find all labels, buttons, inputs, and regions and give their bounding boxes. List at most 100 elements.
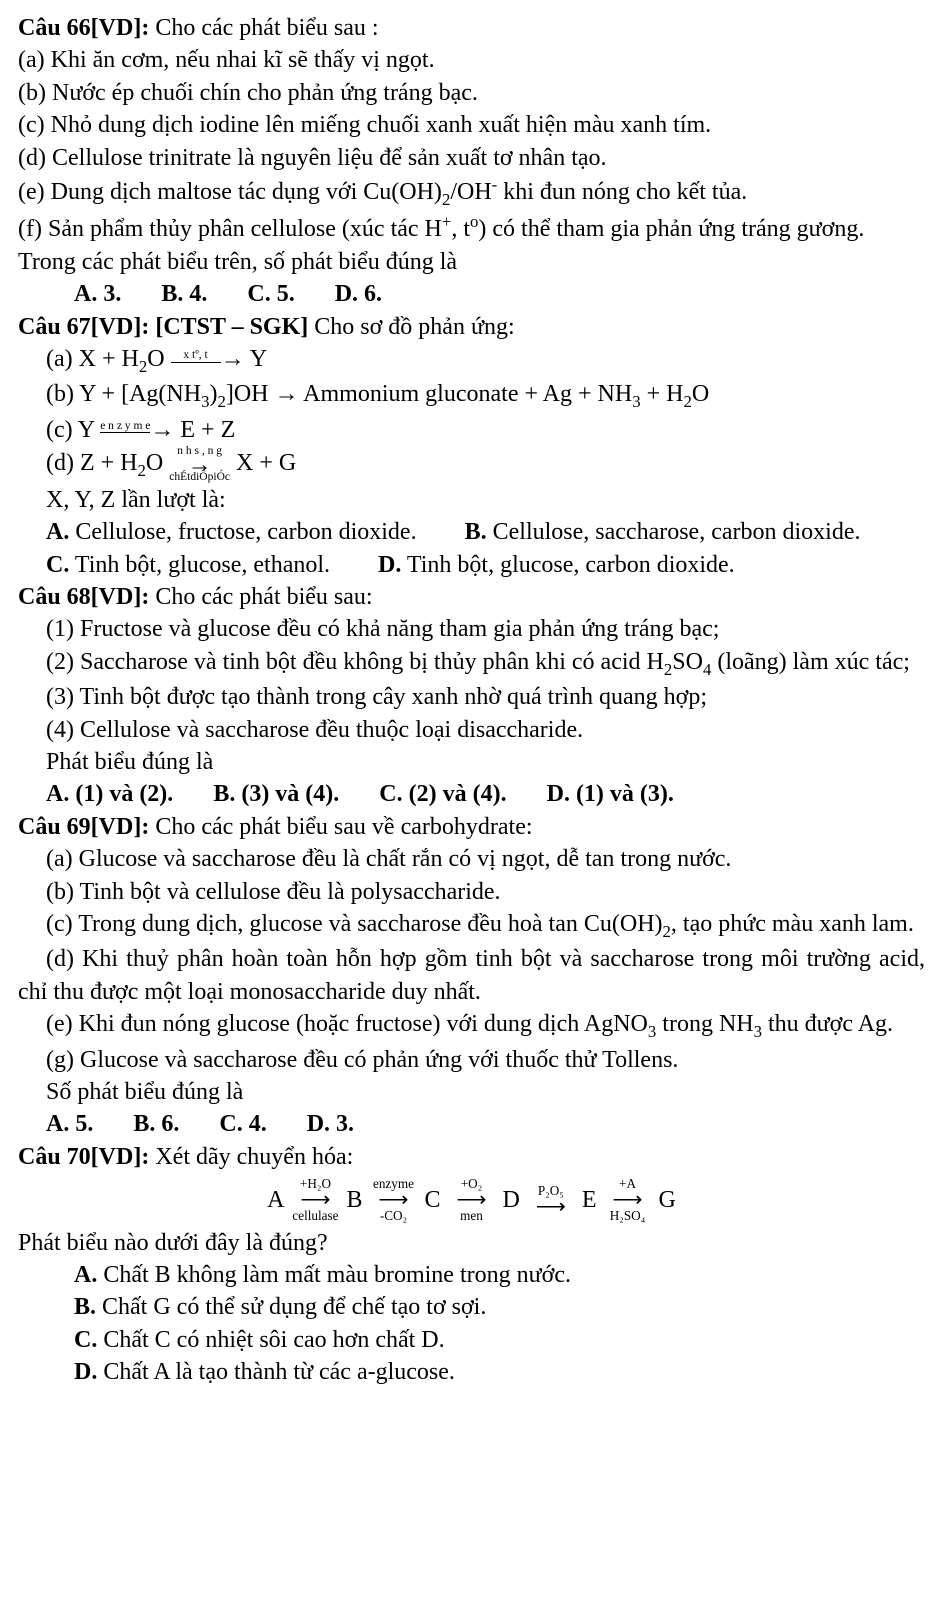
q67-d-sub: 2 (138, 461, 146, 480)
q67-d-pre: (d) Z + H (46, 451, 138, 477)
arrow-right-icon: ⟶ (300, 1190, 330, 1209)
q68-s3: (3) Tinh bột được tạo thành trong cây xa… (18, 681, 925, 713)
q68-choices: A. (1) và (2). B. (3) và (4). C. (2) và … (18, 778, 925, 810)
q69-A: A. 5. (46, 1108, 93, 1140)
q70-step5-bot: H₂SO₄ (610, 1209, 646, 1222)
q68-title-rest: Cho các phát biểu sau: (149, 584, 372, 610)
q69-title-rest: Cho các phát biểu sau về carbohydrate: (149, 814, 532, 840)
q70-optC-txt: Chất C có nhiệt sôi cao hơn chất D. (97, 1327, 444, 1353)
q67-b-mid2: ]OH → Ammonium gluconate + Ag + NH (226, 381, 632, 407)
q67-d: (d) Z + H2O n h s , n g → chÉtdiÔpiÓc X … (18, 446, 925, 483)
q69-c-pre: (c) Trong dung dịch, glucose và saccharo… (18, 911, 663, 937)
q68-stem: Phát biểu đúng là (18, 746, 925, 778)
q69-d-text: (d) Khi thuỷ phân hoàn toàn hỗn hợp gồm … (18, 946, 925, 1004)
q70-step4: P₂O₅ ⟶ (526, 1184, 576, 1216)
q67-row1: A. Cellulose, fructose, carbon dioxide. … (18, 516, 925, 548)
q67-B-lbl: B. (465, 519, 487, 545)
q68-s2-post: (loãng) làm xúc tác; (711, 649, 910, 675)
q67: Câu 67[VD]: [CTST – SGK] Cho sơ đồ phản … (18, 311, 925, 581)
q70-optB-txt: Chất G có thể sử dụng để chế tạo tơ sợi. (96, 1294, 486, 1320)
q67-b-sub2: 2 (217, 392, 225, 411)
q66-title-rest: Cho các phát biểu sau : (149, 15, 378, 41)
q68-s2-sub1: 2 (664, 659, 672, 678)
q67-title-rest: Cho sơ đồ phản ứng: (308, 314, 514, 340)
q67-c: (c) Y e n z y m e→ E + Z (18, 414, 925, 446)
q67-D-txt: Tinh bột, glucose, carbon dioxide. (401, 552, 734, 578)
q70-step1-bot: cellulase (292, 1209, 338, 1222)
q69-c-sub: 2 (663, 922, 671, 941)
q68-C: C. (2) và (4). (379, 781, 506, 807)
q70-reaction-chain: A +H₂O ⟶ cellulase B enzyme ⟶ -CO₂ C +O₂… (18, 1177, 925, 1222)
q69-title: Câu 69[VD]: Cho các phát biểu sau về car… (18, 811, 925, 843)
q66-f-post: ) có thể tham gia phản ứng tráng gương. (478, 216, 864, 242)
q68-s2-mid: SO (672, 649, 703, 675)
q69-e-sub2: 3 (754, 1022, 762, 1041)
q66-B: B. 4. (161, 278, 207, 310)
q70-optB-lbl: B. (74, 1294, 96, 1320)
q66-e: (e) Dung dịch maltose tác dụng với Cu(OH… (18, 174, 925, 211)
q70-node-E: E (582, 1184, 597, 1216)
q66-e-mid: /OH (450, 179, 491, 205)
q69: Câu 69[VD]: Cho các phát biểu sau về car… (18, 811, 925, 1141)
q69-g: (g) Glucose và saccharose đều có phản ứn… (18, 1044, 925, 1076)
q67-b: (b) Y + [Ag(NH3)2]OH → Ammonium gluconat… (18, 378, 925, 413)
q68-title: Câu 68[VD]: Cho các phát biểu sau: (18, 581, 925, 613)
q67-b-sub3: 3 (632, 392, 640, 411)
q67-a-post: Y (245, 346, 267, 372)
q70-step5: +A ⟶ H₂SO₄ (603, 1177, 653, 1222)
q67-a-pre: (a) X + H (46, 346, 139, 372)
q68-A: A. (1) và (2). (46, 781, 173, 807)
q66-a: (a) Khi ăn cơm, nếu nhai kĩ sẽ thấy vị n… (18, 44, 925, 76)
q69-D: D. 3. (307, 1108, 354, 1140)
q69-c: (c) Trong dung dịch, glucose và saccharo… (18, 908, 925, 943)
q67-b-post: O (692, 381, 709, 407)
q66-c: (c) Nhỏ dung dịch iodine lên miếng chuối… (18, 109, 925, 141)
q67-A-txt: Cellulose, fructose, carbon dioxide. (69, 519, 416, 545)
q67-b-mid3: + H (641, 381, 684, 407)
q69-e-mid: trong NH (656, 1011, 753, 1037)
q68-B: B. (3) và (4). (213, 781, 339, 807)
q70-optC-lbl: C. (74, 1327, 97, 1353)
q67-c-post: E + Z (174, 417, 235, 443)
q66-D: D. 6. (335, 278, 382, 310)
q70-node-B: B (346, 1184, 362, 1216)
q70-title-prefix: Câu 70[VD]: (18, 1144, 149, 1170)
q67-d-mid: O (146, 451, 169, 477)
q68-s2: (2) Saccharose và tinh bột đều không bị … (18, 646, 925, 681)
q70-step1: +H₂O ⟶ cellulase (290, 1177, 340, 1222)
q67-c-pre: (c) Y (46, 417, 100, 443)
arrow-right-icon: ⟶ (612, 1190, 642, 1209)
q66-d: (d) Cellulose trinitrate là nguyên liệu … (18, 142, 925, 174)
q68: Câu 68[VD]: Cho các phát biểu sau: (1) F… (18, 581, 925, 811)
q66: Câu 66[VD]: Cho các phát biểu sau : (a) … (18, 12, 925, 311)
q67-b-sub4: 2 (683, 392, 691, 411)
q67-d-arrow-bot: chÉtdiÔpiÓc (169, 472, 230, 484)
q66-f-sup1: + (442, 212, 451, 231)
q69-d: (d) Khi thuỷ phân hoàn toàn hỗn hợp gồm … (18, 943, 925, 1008)
q69-c-post: , tạo phức màu xanh lam. (671, 911, 914, 937)
q67-title-prefix: Câu 67[VD]: [CTST – SGK] (18, 314, 308, 340)
q70-optD-lbl: D. (74, 1359, 97, 1385)
q66-stem: Trong các phát biểu trên, số phát biểu đ… (18, 246, 925, 278)
q70-optA: A. Chất B không làm mất màu bromine tron… (18, 1259, 925, 1291)
q66-C: C. 5. (247, 278, 294, 310)
q67-B-txt: Cellulose, saccharose, carbon dioxide. (487, 519, 861, 545)
q70-step2-bot: -CO₂ (380, 1209, 407, 1222)
q67-stem: X, Y, Z lần lượt là: (18, 484, 925, 516)
q66-f-pre: (f) Sản phẩm thủy phân cellulose (xúc tá… (18, 216, 442, 242)
q67-D-lbl: D. (378, 552, 401, 578)
arrow-right-icon: ⟶ (456, 1190, 486, 1209)
q67-b-pre: (b) Y + [Ag(NH (46, 381, 201, 407)
q66-title-prefix: Câu 66[VD]: (18, 15, 149, 41)
q70: Câu 70[VD]: Xét dãy chuyển hóa: A +H₂O ⟶… (18, 1141, 925, 1389)
q66-A: A. 3. (74, 278, 121, 310)
q66-choices: A. 3. B. 4. C. 5. D. 6. (18, 278, 925, 310)
q69-B: B. 6. (133, 1108, 179, 1140)
q70-optB: B. Chất G có thể sử dụng để chế tạo tơ s… (18, 1291, 925, 1323)
q70-step3: +O₂ ⟶ men (447, 1177, 497, 1222)
q67-C-txt: Tinh bột, glucose, ethanol. (69, 552, 330, 578)
q68-D: D. (1) và (3). (547, 781, 674, 807)
q70-title: Câu 70[VD]: Xét dãy chuyển hóa: (18, 1141, 925, 1173)
q70-node-D: D (503, 1184, 520, 1216)
q67-c-arrow: e n z y m e (100, 421, 150, 434)
